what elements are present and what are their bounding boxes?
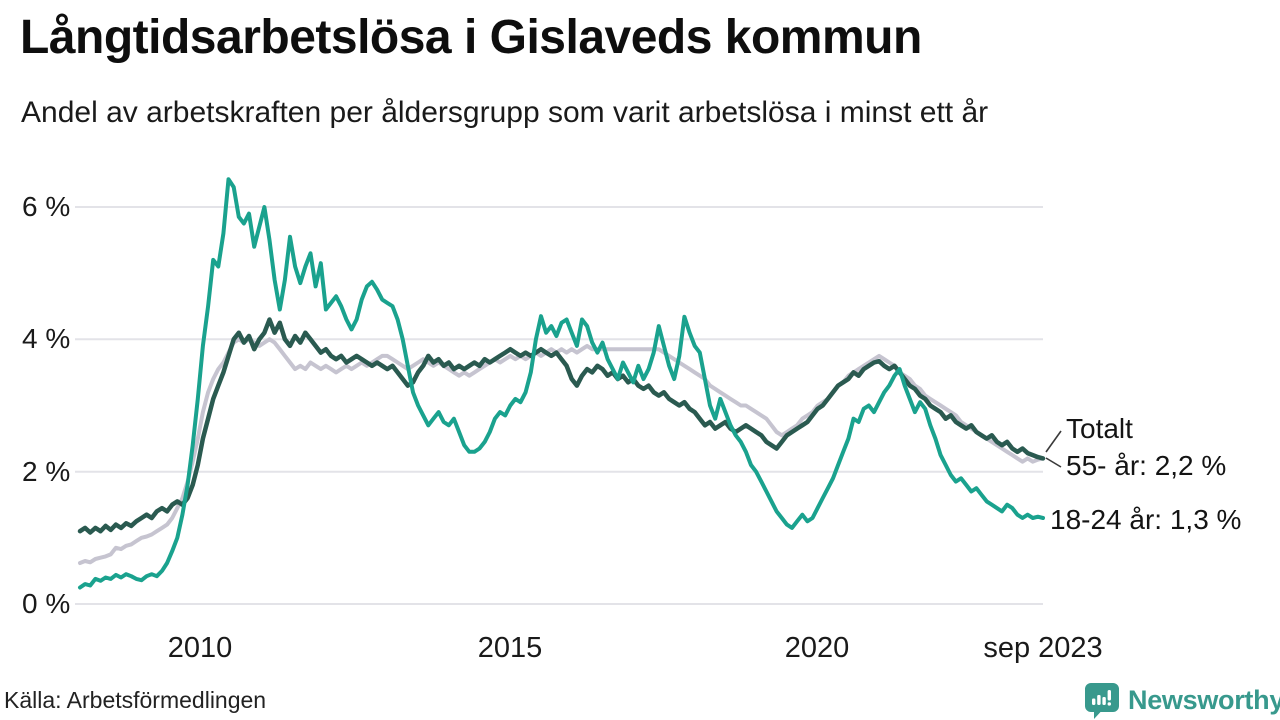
y-axis-tick-2: 2 % (22, 456, 71, 487)
chart-title: Långtidsarbetslösa i Gislaveds kommun (20, 11, 922, 64)
x-axis-tick-2010: 2010 (167, 632, 233, 664)
source-note: Källa: Arbetsförmedlingen (4, 687, 267, 713)
x-axis-tick-2015: 2015 (477, 632, 543, 664)
x-axis-tick-sep-2023: sep 2023 (983, 632, 1103, 664)
y-axis-tick-0: 0 % (22, 588, 71, 619)
annotation-18-24-ar: 18-24 år: 1,3 % (1050, 504, 1242, 535)
y-axis-tick-6: 6 % (22, 191, 71, 222)
annotation-totalt: Totalt (1066, 413, 1133, 444)
newsworthy-bubble-icon (1085, 683, 1119, 719)
series-lines (77, 177, 1046, 590)
y-axis-tick-4: 4 % (22, 323, 71, 354)
x-axis-tick-2020: 2020 (784, 632, 850, 664)
newsworthy-logo: Newsworthy (1084, 682, 1280, 719)
series-line-18-24 (78, 177, 1045, 590)
annotation-leader-lines (1045, 430, 1062, 468)
chart-subtitle: Andel av arbetskraften per åldersgrupp s… (21, 96, 989, 129)
leader-line-55ar (1045, 457, 1062, 468)
bar-chart-glyph (1092, 690, 1111, 706)
leader-line-totalt (1045, 430, 1062, 453)
series-line-totalt (77, 317, 1046, 535)
annotation-55-ar: 55- år: 2,2 % (1066, 450, 1227, 481)
newsworthy-logo-text: Newsworthy (1128, 685, 1280, 715)
